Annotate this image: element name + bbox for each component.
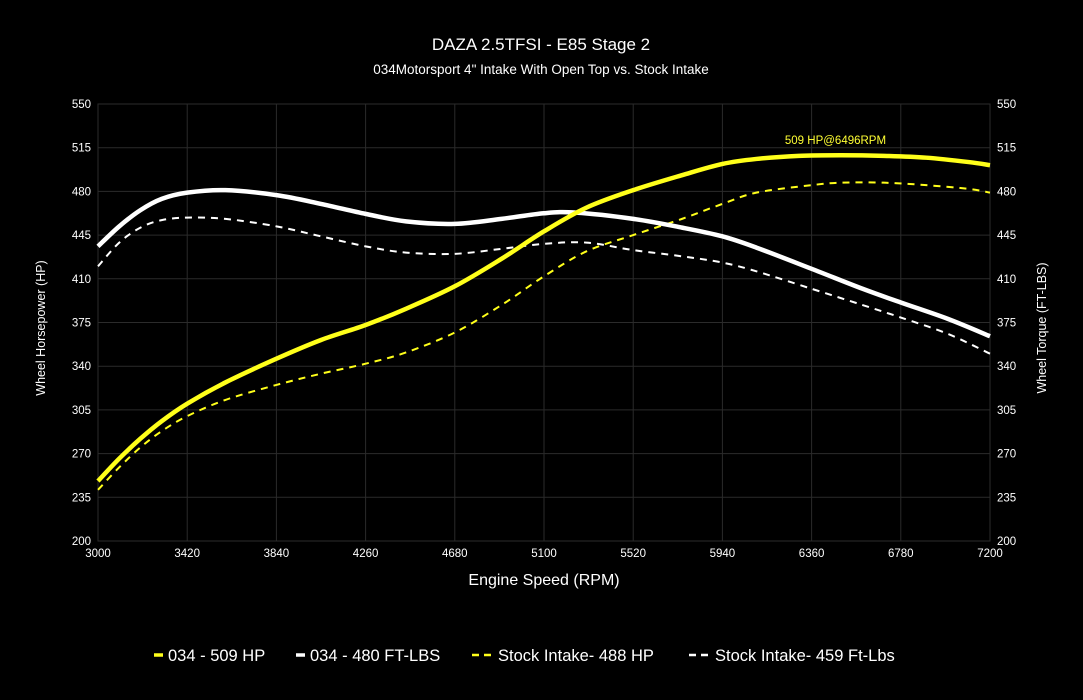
legend: 034 - 509 HP 034 - 480 FT-LBS Stock Intake…: [154, 647, 895, 665]
y-axis-label-right: Wheel Torque (FT-LBS): [1035, 262, 1049, 393]
x-tick-label: 4680: [442, 548, 468, 560]
y-tick-label-right: 480: [997, 186, 1016, 198]
y-axis-label-left: Wheel Horsepower (HP): [34, 260, 48, 395]
x-axis-ticks: 3000 3420 3840 4260 4680 5100 5520 5940 6360 6780…: [85, 548, 1003, 560]
y-tick-label-right: 305: [997, 405, 1016, 417]
y-tick-label-left: 270: [72, 449, 91, 461]
y-tick-label-right: 410: [997, 274, 1016, 286]
left-axis-ticks: 200 235 270 305 340 375 410 445 480 515 550: [72, 99, 91, 548]
x-tick-label: 5520: [620, 548, 646, 560]
legend-label: Stock Intake- 459 Ft-Lbs: [715, 647, 895, 665]
x-axis-label: Engine Speed (RPM): [468, 572, 619, 589]
x-tick-label: 5100: [531, 548, 557, 560]
y-tick-label-right: 550: [997, 99, 1016, 111]
y-tick-label-left: 445: [72, 230, 91, 242]
x-tick-label: 6780: [888, 548, 914, 560]
legend-label: 034 - 509 HP: [168, 647, 265, 665]
y-tick-label-right: 235: [997, 492, 1016, 504]
series-line-stock-torque: [97, 216, 991, 355]
x-tick-label: 4260: [353, 548, 379, 560]
legend-item: Stock Intake- 488 HP: [472, 647, 654, 665]
legend-item: Stock Intake- 459 Ft-Lbs: [689, 647, 895, 665]
right-axis-ticks: 200 235 270 305 340 375 410 445 480 515 550: [997, 99, 1016, 548]
y-tick-label-right: 340: [997, 361, 1016, 373]
y-tick-label-left: 235: [72, 492, 91, 504]
series-line-034-hp: [96, 152, 991, 483]
x-tick-label: 3840: [264, 548, 290, 560]
x-tick-label: 7200: [977, 548, 1003, 560]
chart-subtitle: 034Motorsport 4" Intake With Open Top vs…: [373, 62, 708, 77]
y-tick-label-left: 410: [72, 274, 91, 286]
y-tick-label-right: 445: [997, 230, 1016, 242]
series-line-034-torque: [96, 187, 991, 339]
y-tick-label-right: 200: [997, 536, 1016, 548]
y-tick-label-left: 375: [72, 318, 91, 330]
legend-label: Stock Intake- 488 HP: [498, 647, 654, 665]
x-tick-label: 6360: [799, 548, 825, 560]
y-tick-label-left: 550: [72, 99, 91, 111]
grid: [97, 103, 991, 542]
y-tick-label-right: 515: [997, 143, 1016, 155]
y-tick-label-right: 270: [997, 449, 1016, 461]
y-tick-label-left: 200: [72, 536, 91, 548]
series-line-stock-hp: [97, 181, 991, 491]
legend-item: 034 - 509 HP: [154, 647, 265, 665]
x-tick-label: 5940: [710, 548, 736, 560]
y-tick-label-left: 515: [72, 143, 91, 155]
legend-label: 034 - 480 FT-LBS: [310, 647, 440, 665]
series-lines: [96, 152, 991, 491]
y-tick-label-left: 305: [72, 405, 91, 417]
x-tick-label: 3420: [174, 548, 200, 560]
y-tick-label-left: 340: [72, 361, 91, 373]
y-tick-label-right: 375: [997, 318, 1016, 330]
legend-item: 034 - 480 FT-LBS: [296, 647, 440, 665]
chart-title: DAZA 2.5TFSI - E85 Stage 2: [432, 35, 650, 54]
x-tick-label: 3000: [85, 548, 111, 560]
plot-area-border: [97, 103, 991, 542]
peak-annotation: 509 HP@6496RPM: [785, 135, 886, 147]
y-tick-label-left: 480: [72, 186, 91, 198]
